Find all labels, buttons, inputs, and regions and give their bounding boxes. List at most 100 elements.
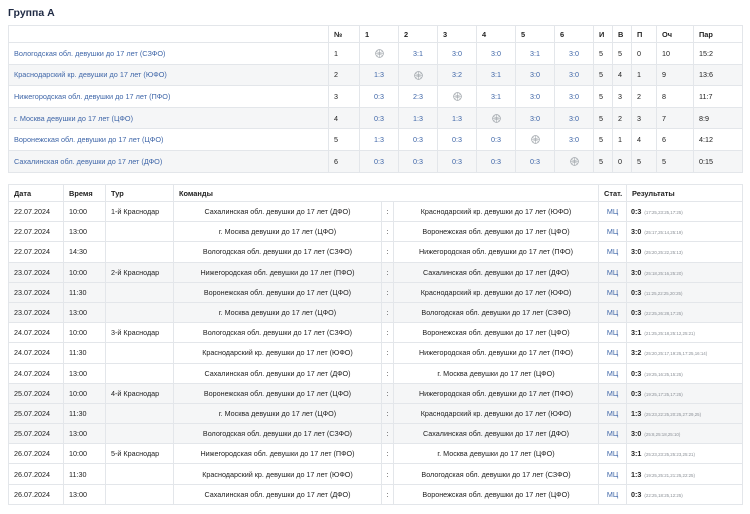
standings-row: г. Москва девушки до 17 лет (ЦФО) 4 0:3 1:3…: [8, 106, 743, 130]
stat-link[interactable]: МЦ: [598, 322, 628, 344]
stat-link[interactable]: МЦ: [598, 423, 628, 445]
score-separator: :: [381, 443, 394, 465]
match-score-link[interactable]: 3:1: [476, 63, 516, 87]
away-team: Нижегородская обл. девушки до 17 лет (ПФ…: [392, 241, 600, 263]
standings-header-cell: В: [612, 25, 632, 43]
stat-link[interactable]: МЦ: [598, 483, 628, 505]
match-score-link[interactable]: 3:0: [476, 42, 516, 65]
stat-link[interactable]: МЦ: [598, 200, 628, 223]
match-result: 0:3 (22:25,26:28,17:25): [626, 301, 744, 324]
match-score-link[interactable]: 3:0: [554, 63, 594, 87]
match-result: 3:1 (21:25,25:18,25:12,25:21): [626, 322, 744, 344]
standings-row: Вологодская обл. девушки до 17 лет (СЗФО…: [8, 42, 743, 65]
stat-link[interactable]: МЦ: [598, 382, 628, 404]
away-team: г. Москва девушки до 17 лет (ЦФО): [392, 362, 600, 384]
match-result: 0:3 (17:25,23:25,17:25): [626, 200, 744, 223]
home-team: Вологодская обл. девушки до 17 лет (СЗФО…: [173, 322, 382, 344]
away-team: Нижегородская обл. девушки до 17 лет (ПФ…: [392, 382, 600, 404]
result-score: 3:0: [631, 267, 642, 277]
result-score: 3:1: [631, 449, 642, 459]
match-score-link[interactable]: 3:0: [554, 42, 594, 65]
stat-link[interactable]: МЦ: [598, 443, 628, 465]
home-team: Вологодская обл. девушки до 17 лет (СЗФО…: [173, 423, 382, 445]
match-date: 24.07.2024: [8, 322, 64, 344]
match-time: 10:00: [63, 443, 106, 465]
match-score-link[interactable]: 1:3: [437, 106, 477, 130]
match-tour: 4-й Краснодар: [105, 382, 174, 404]
stat-sets: 11:7: [693, 85, 743, 108]
score-separator: :: [381, 322, 394, 344]
match-score-link[interactable]: 1:3: [398, 106, 438, 130]
match-score-link[interactable]: 0:3: [476, 149, 516, 173]
diagonal-cell: [359, 42, 399, 65]
match-score-link[interactable]: 0:3: [359, 149, 399, 173]
team-link[interactable]: Вологодская обл. девушки до 17 лет (СЗФО…: [8, 42, 329, 65]
team-link[interactable]: г. Москва девушки до 17 лет (ЦФО): [8, 106, 329, 130]
match-score-link[interactable]: 0:3: [437, 149, 477, 173]
match-score-link[interactable]: 3:0: [554, 106, 594, 130]
match-score-link[interactable]: 3:0: [437, 42, 477, 65]
match-score-link[interactable]: 3:1: [515, 42, 555, 65]
match-time: 13:00: [63, 301, 106, 324]
standings-header-cell: 4: [476, 25, 516, 43]
stat-link[interactable]: МЦ: [598, 362, 628, 384]
stat-link[interactable]: МЦ: [598, 402, 628, 425]
stat-sets: 4:12: [693, 128, 743, 151]
score-separator: :: [381, 483, 394, 505]
match-score-link[interactable]: 3:0: [515, 106, 555, 130]
stat-link[interactable]: МЦ: [598, 261, 628, 283]
match-score-link[interactable]: 3:0: [554, 85, 594, 108]
standings-header-cell: 2: [398, 25, 438, 43]
home-team: г. Москва девушки до 17 лет (ЦФО): [173, 402, 382, 425]
match-date: 22.07.2024: [8, 241, 64, 263]
result-sets: (25:20,25:22,25:13): [644, 250, 683, 256]
result-sets: (25:20,25:17,19:25,17:25,16:14): [644, 351, 708, 357]
match-score-link[interactable]: 1:3: [359, 63, 399, 87]
team-link[interactable]: Воронежская обл. девушки до 17 лет (ЦФО): [8, 128, 329, 151]
standings-header-cell: И: [593, 25, 613, 43]
match-score-link[interactable]: 2:3: [398, 85, 438, 108]
team-link[interactable]: Краснодарский кр. девушки до 17 лет (ЮФО…: [8, 63, 329, 87]
result-sets: (19:25,16:25,15:25): [644, 371, 683, 377]
match-result: 3:1 (25:23,23:25,25:23,25:21): [626, 443, 744, 465]
match-result: 3:2 (25:20,25:17,19:25,17:25,16:14): [626, 342, 744, 364]
home-team: Вологодская обл. девушки до 17 лет (СЗФО…: [173, 241, 382, 263]
match-date: 26.07.2024: [8, 443, 64, 465]
home-team: г. Москва девушки до 17 лет (ЦФО): [173, 221, 382, 243]
match-score-link[interactable]: 0:3: [515, 149, 555, 173]
match-row: 26.07.2024 11:30 Краснодарский кр. девушки…: [8, 463, 744, 485]
match-score-link[interactable]: 3:0: [515, 85, 555, 108]
result-score: 1:3: [631, 469, 642, 479]
stat-link[interactable]: МЦ: [598, 241, 628, 263]
stat-link[interactable]: МЦ: [598, 221, 628, 243]
match-score-link[interactable]: 3:0: [515, 63, 555, 87]
match-score-link[interactable]: 3:0: [554, 128, 594, 151]
stat-link[interactable]: МЦ: [598, 342, 628, 364]
match-score-link[interactable]: 0:3: [359, 106, 399, 130]
stat-link[interactable]: МЦ: [598, 301, 628, 324]
match-date: 25.07.2024: [8, 423, 64, 445]
team-link[interactable]: Нижегородская обл. девушки до 17 лет (ПФ…: [8, 85, 329, 108]
match-score-link[interactable]: 0:3: [398, 128, 438, 151]
match-date: 23.07.2024: [8, 261, 64, 283]
home-team: Воронежская обл. девушки до 17 лет (ЦФО): [173, 382, 382, 404]
match-score-link[interactable]: 1:3: [359, 128, 399, 151]
stat-link[interactable]: МЦ: [598, 281, 628, 303]
match-score-link[interactable]: 3:1: [476, 85, 516, 108]
match-score-link[interactable]: 0:3: [398, 149, 438, 173]
standings-row: Сахалинская обл. девушки до 17 лет (ДФО)…: [8, 149, 743, 173]
team-link[interactable]: Сахалинская обл. девушки до 17 лет (ДФО): [8, 149, 329, 173]
match-score-link[interactable]: 0:3: [437, 128, 477, 151]
score-separator: :: [381, 200, 394, 223]
away-team: Краснодарский кр. девушки до 17 лет (ЮФО…: [392, 200, 600, 223]
match-score-link[interactable]: 3:2: [437, 63, 477, 87]
score-separator: :: [381, 362, 394, 384]
match-score-link[interactable]: 0:3: [476, 128, 516, 151]
standings-header-row: № 1 2 3 4 5 6 И В П Оч Пар: [8, 25, 743, 43]
match-score-link[interactable]: 3:1: [398, 42, 438, 65]
header-time: Время: [63, 184, 106, 202]
stat-link[interactable]: МЦ: [598, 463, 628, 485]
match-score-link[interactable]: 0:3: [359, 85, 399, 108]
match-time: 11:30: [63, 281, 106, 303]
stat-won: 1: [612, 128, 632, 151]
